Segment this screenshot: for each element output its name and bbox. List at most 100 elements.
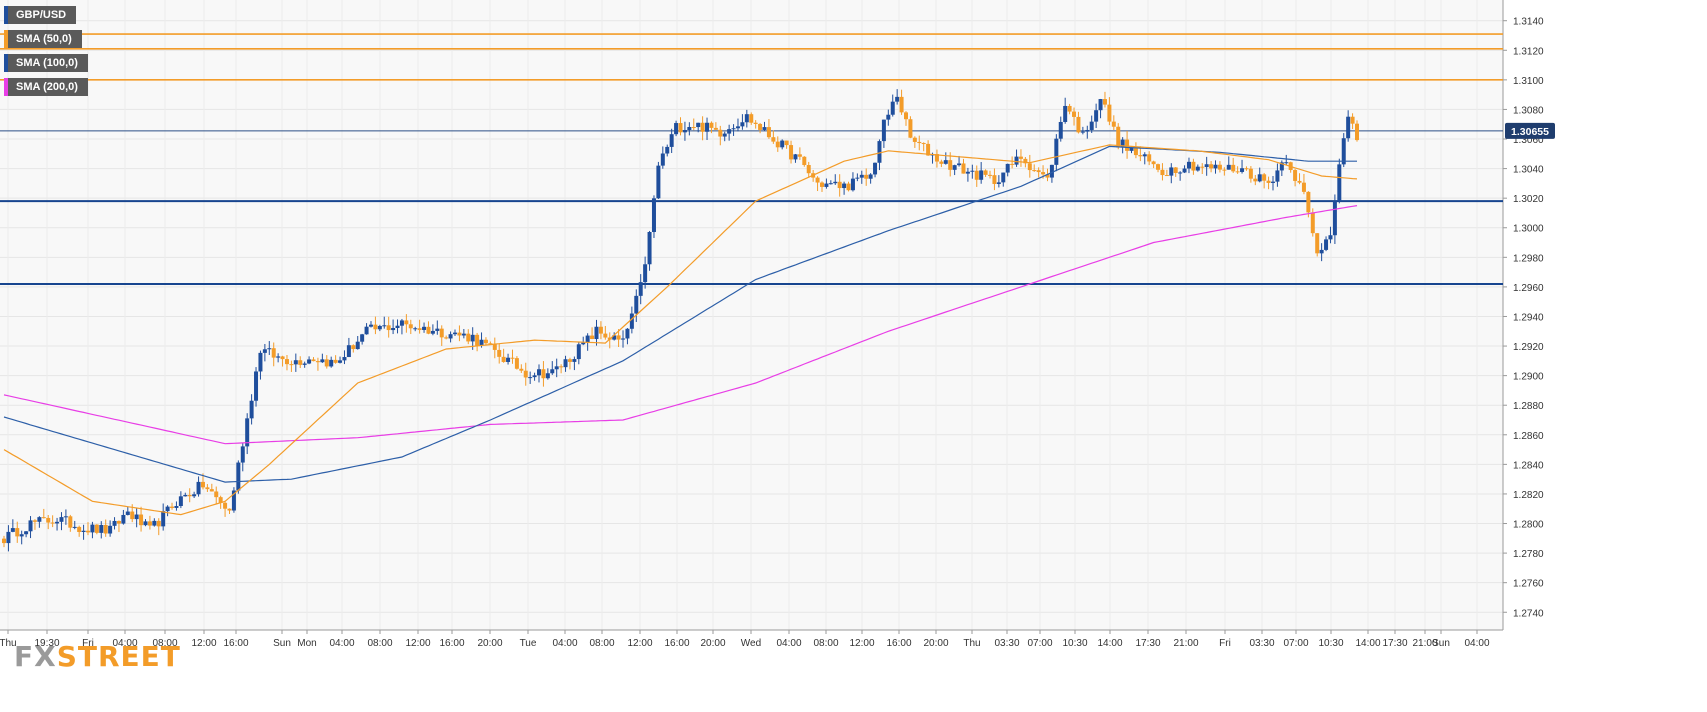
candle-body bbox=[696, 122, 701, 128]
candle-body bbox=[850, 178, 855, 191]
legend-item-sma50[interactable]: SMA (50,0) bbox=[4, 30, 82, 48]
candle-body bbox=[1156, 164, 1161, 170]
candle-body bbox=[156, 520, 161, 527]
candle-body bbox=[514, 358, 519, 369]
x-tick-label: 08:00 bbox=[152, 638, 177, 649]
candle-body bbox=[240, 446, 245, 463]
candle-body bbox=[103, 525, 108, 534]
candle-body bbox=[1182, 168, 1187, 173]
candle-body bbox=[846, 183, 851, 191]
candle-body bbox=[315, 361, 320, 363]
y-tick-label: 1.2960 bbox=[1513, 283, 1544, 294]
candle-body bbox=[559, 366, 564, 368]
candle-body bbox=[32, 520, 37, 522]
candle-body bbox=[377, 325, 382, 330]
candle-body bbox=[1173, 167, 1178, 174]
y-tick-label: 1.2880 bbox=[1513, 401, 1544, 412]
candle-body bbox=[28, 520, 33, 532]
x-tick-label: Thu bbox=[963, 638, 980, 649]
candle-body bbox=[713, 127, 718, 130]
candle-body bbox=[1151, 161, 1156, 165]
candle-body bbox=[833, 181, 838, 184]
candle-body bbox=[1244, 168, 1249, 170]
candle-body bbox=[448, 334, 453, 339]
candle-body bbox=[895, 96, 900, 102]
candle-body bbox=[629, 313, 634, 329]
candle-body bbox=[501, 356, 506, 362]
candle-body bbox=[771, 137, 776, 142]
x-tick-label: 12:00 bbox=[849, 638, 874, 649]
x-tick-label: 04:00 bbox=[1464, 638, 1489, 649]
candle-body bbox=[205, 487, 210, 490]
candle-body bbox=[873, 162, 878, 175]
x-tick-label: 14:00 bbox=[1097, 638, 1122, 649]
candle-body bbox=[1240, 168, 1245, 172]
candle-body bbox=[780, 140, 785, 148]
candle-body bbox=[1001, 172, 1006, 183]
x-tick-label: 03:30 bbox=[994, 638, 1019, 649]
x-tick-label: 14:00 bbox=[1355, 638, 1380, 649]
candle-body bbox=[727, 129, 732, 134]
candle-body bbox=[545, 373, 550, 379]
candle-body bbox=[886, 114, 891, 120]
x-tick-label: 19:30 bbox=[34, 638, 59, 649]
candle-body bbox=[567, 359, 572, 362]
candle-body bbox=[952, 165, 957, 170]
candle-body bbox=[209, 489, 214, 492]
candle-body bbox=[1054, 138, 1059, 165]
x-tick-label: 16:00 bbox=[223, 638, 248, 649]
candle-body bbox=[125, 511, 130, 515]
legend-item-sma100[interactable]: SMA (100,0) bbox=[4, 54, 88, 72]
x-tick-label: 04:00 bbox=[112, 638, 137, 649]
legend-item-gbpusd[interactable]: GBP/USD bbox=[4, 6, 77, 24]
y-tick-label: 1.3000 bbox=[1513, 224, 1544, 235]
candle-body bbox=[165, 506, 170, 512]
y-tick-label: 1.3120 bbox=[1513, 46, 1544, 57]
x-tick-label: 20:00 bbox=[923, 638, 948, 649]
candle-body bbox=[276, 356, 281, 358]
candle-body bbox=[705, 122, 710, 132]
candle-body bbox=[196, 481, 201, 495]
candle-body bbox=[1102, 99, 1107, 105]
candle-body bbox=[130, 511, 135, 520]
candle-body bbox=[651, 198, 656, 233]
candle-body bbox=[638, 282, 643, 296]
legend-label: SMA (100,0) bbox=[16, 57, 78, 69]
candle-body bbox=[183, 494, 188, 497]
candle-body bbox=[979, 170, 984, 180]
candle-body bbox=[1186, 161, 1191, 169]
candle-body bbox=[1275, 170, 1280, 182]
candle-body bbox=[435, 328, 440, 331]
candle-body bbox=[802, 156, 807, 166]
candle-body bbox=[550, 369, 555, 374]
candle-body bbox=[735, 126, 740, 129]
x-tick-label: 04:00 bbox=[776, 638, 801, 649]
candle-body bbox=[293, 360, 298, 365]
candle-body bbox=[413, 328, 418, 330]
candle-body bbox=[139, 514, 144, 526]
x-tick-label: 07:00 bbox=[1283, 638, 1308, 649]
candle-body bbox=[510, 357, 515, 359]
candle-body bbox=[647, 232, 652, 265]
candle-body bbox=[267, 348, 272, 350]
legend-item-sma200[interactable]: SMA (200,0) bbox=[4, 78, 88, 96]
candle-body bbox=[1284, 162, 1289, 164]
candle-body bbox=[868, 174, 873, 179]
candle-body bbox=[1315, 233, 1320, 254]
candle-body bbox=[912, 137, 917, 142]
sma50-line bbox=[3, 144, 1358, 516]
x-axis-background bbox=[0, 630, 1707, 712]
candle-body bbox=[974, 170, 979, 180]
candle-body bbox=[143, 521, 148, 526]
candle-body bbox=[634, 295, 639, 314]
candle-body bbox=[262, 349, 267, 353]
candle-body bbox=[475, 334, 480, 346]
candle-body bbox=[749, 114, 754, 123]
candle-body bbox=[1310, 212, 1315, 234]
candle-body bbox=[1027, 163, 1032, 171]
candle-body bbox=[1270, 181, 1275, 183]
candle-body bbox=[492, 343, 497, 350]
candle-body bbox=[395, 325, 400, 328]
